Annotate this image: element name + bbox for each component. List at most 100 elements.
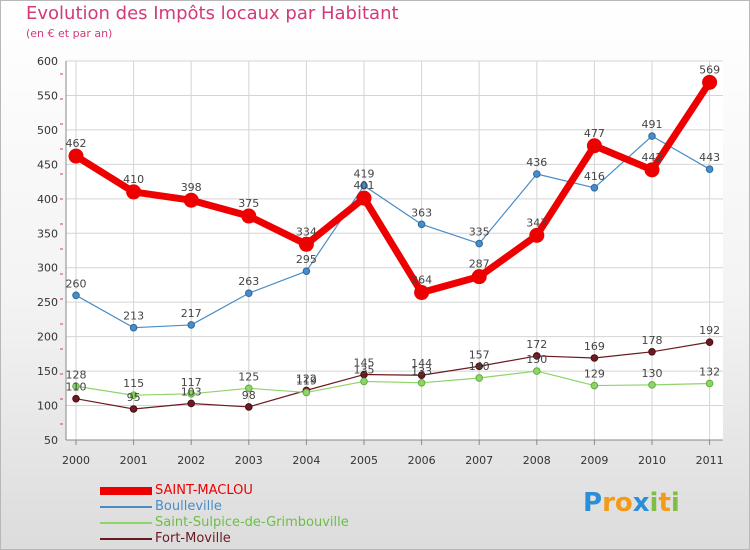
x-tick-label: 2003: [235, 454, 263, 467]
data-label-boulleville: 335: [469, 226, 490, 239]
y-tick-label: 450: [37, 158, 58, 171]
data-point-saint-sulpice: [590, 381, 599, 390]
data-label-saint-sulpice: 115: [123, 377, 144, 390]
data-label-boulleville: 436: [526, 156, 547, 169]
series-line-saint-maclou: [72, 78, 714, 297]
data-point-saint-maclou: [298, 236, 314, 252]
data-label-fort-moville: 192: [699, 324, 720, 337]
data-point-saint-maclou: [529, 227, 545, 243]
y-tick-label: 350: [37, 227, 58, 240]
legend-label: Saint-Sulpice-de-Grimbouville: [155, 515, 349, 530]
data-label-saint-maclou: 287: [469, 258, 490, 271]
data-point-fort-moville: [245, 403, 253, 411]
data-point-saint-maclou: [702, 74, 718, 90]
x-tick-label: 2004: [292, 454, 320, 467]
y-tick-label: 150: [37, 365, 58, 378]
data-point-saint-maclou: [414, 285, 430, 301]
proxiti-logo: Proxiti: [583, 488, 680, 518]
chart-subtitle: (en € et par an): [26, 27, 113, 40]
data-label-saint-sulpice: 140: [469, 360, 490, 373]
data-label-boulleville: 213: [123, 310, 144, 323]
data-label-saint-maclou: 410: [123, 173, 144, 186]
data-point-saint-sulpice: [302, 388, 311, 397]
data-label-boulleville: 295: [296, 253, 317, 266]
data-point-saint-maclou: [586, 138, 602, 154]
x-tick-label: 2011: [696, 454, 724, 467]
data-point-saint-sulpice: [705, 379, 714, 388]
data-label-fort-moville: 110: [66, 381, 87, 394]
data-label-saint-maclou: 398: [181, 181, 202, 194]
data-point-boulleville: [648, 132, 656, 140]
data-point-boulleville: [302, 267, 311, 275]
logo-letter: P: [583, 488, 603, 518]
series-line-saint-sulpice: [75, 370, 711, 396]
y-tick-label: 250: [37, 296, 58, 309]
data-point-boulleville: [245, 289, 253, 298]
x-tick-label: 2005: [350, 454, 378, 467]
data-label-boulleville: 217: [181, 307, 202, 320]
data-label-saint-maclou: 442: [642, 151, 663, 164]
data-label-fort-moville: 144: [411, 357, 432, 370]
x-tick-label: 2008: [523, 454, 551, 467]
legend-swatch: [100, 487, 152, 495]
data-label-saint-sulpice: 135: [354, 363, 375, 376]
data-point-fort-moville: [533, 352, 541, 360]
data-point-saint-sulpice: [533, 367, 541, 375]
x-tick-label: 2007: [465, 454, 493, 467]
data-point-boulleville: [475, 239, 484, 248]
data-label-saint-maclou: 462: [66, 137, 87, 150]
x-tick-label: 2002: [177, 454, 205, 467]
data-label-saint-sulpice: 129: [584, 368, 605, 381]
data-point-fort-moville: [475, 362, 484, 371]
data-point-saint-sulpice: [417, 379, 426, 387]
data-label-fort-moville: 95: [127, 391, 141, 404]
data-point-saint-maclou: [68, 148, 84, 164]
data-point-saint-maclou: [183, 192, 199, 208]
logo-letter: i: [649, 488, 659, 518]
data-point-boulleville: [72, 291, 80, 300]
data-label-saint-maclou: 334: [296, 225, 317, 238]
data-point-fort-moville: [72, 394, 80, 403]
data-point-boulleville: [590, 183, 599, 192]
x-tick-label: 2010: [638, 454, 666, 467]
logo-letter: r: [602, 488, 615, 518]
data-point-saint-maclou: [126, 184, 142, 200]
data-point-boulleville: [705, 165, 714, 173]
legend-label: Boulleville: [155, 499, 222, 514]
legend-swatch: [100, 522, 152, 524]
data-label-saint-sulpice: 133: [411, 365, 432, 378]
data-point-boulleville: [187, 321, 195, 329]
series-line-fort-moville: [75, 341, 711, 410]
data-label-fort-moville: 122: [296, 372, 317, 385]
x-tick-label: 2000: [62, 454, 90, 467]
data-point-fort-moville: [648, 347, 656, 356]
data-label-fort-moville: 145: [354, 357, 375, 370]
chart-title: Evolution des Impôts locaux par Habitant: [26, 3, 399, 24]
data-label-saint-maclou: 264: [411, 274, 432, 287]
y-tick-label: 50: [44, 434, 58, 447]
data-label-boulleville: 363: [411, 206, 432, 219]
data-label-saint-sulpice: 128: [66, 368, 87, 381]
logo-letter: o: [614, 488, 633, 518]
y-tick-label: 200: [37, 331, 58, 344]
legend-swatch: [100, 506, 152, 508]
data-label-saint-sulpice: 117: [181, 376, 202, 389]
data-point-fort-moville: [705, 338, 714, 346]
y-tick-label: 300: [37, 262, 58, 275]
data-label-saint-sulpice: 125: [238, 370, 259, 383]
data-point-saint-sulpice: [72, 382, 80, 391]
logo-letter: t: [658, 488, 671, 518]
data-point-saint-maclou: [356, 190, 372, 206]
data-label-boulleville: 443: [699, 151, 720, 164]
legend-label: Fort-Moville: [155, 531, 231, 546]
x-tick-label: 2001: [120, 454, 148, 467]
x-tick-label: 2009: [580, 454, 608, 467]
data-point-saint-maclou: [241, 208, 257, 224]
data-label-saint-maclou: 569: [699, 63, 720, 76]
data-label-fort-moville: 172: [526, 338, 547, 351]
data-point-fort-moville: [417, 371, 426, 380]
data-point-boulleville: [417, 220, 426, 229]
data-label-fort-moville: 178: [642, 334, 663, 347]
data-point-saint-sulpice: [475, 374, 484, 382]
